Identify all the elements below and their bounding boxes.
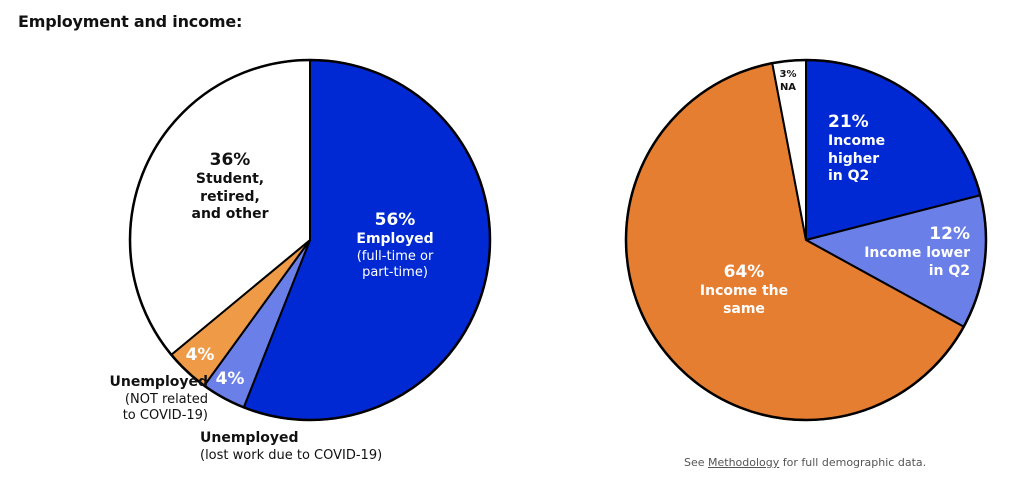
label-income-lower-name: Income lower in Q2 <box>864 245 970 279</box>
employment-pie-chart <box>128 58 492 422</box>
methodology-link[interactable]: Methodology <box>708 456 780 469</box>
income-outline <box>624 58 988 422</box>
label-student-retired-name: Student, retired, and other <box>191 171 269 223</box>
label-income-same-pct: 64% <box>723 262 765 282</box>
label-income-lower-pct: 12% <box>929 224 970 244</box>
label-employed-detail: (full-time or part-time) <box>356 248 434 280</box>
footnote-prefix: See <box>684 456 709 469</box>
label-income-na-pct: 3% <box>779 69 797 80</box>
label-unemployed-covid-pct: 4% <box>215 369 245 389</box>
callout-unemployed-covid-detail: (lost work due to COVID-19) <box>200 447 383 463</box>
footnote-suffix: for full demographic data. <box>779 456 927 469</box>
label-employed-pct: 56% <box>374 210 416 230</box>
income-pie-chart <box>624 58 988 422</box>
employment-outline <box>128 58 492 422</box>
footnote: See Methodology for full demographic dat… <box>684 456 926 469</box>
label-income-same: 64% Income the same <box>684 262 804 318</box>
label-student-retired-pct: 36% <box>209 150 251 170</box>
label-income-na-name: NA <box>779 82 797 93</box>
callout-unemployed-covid-name: Unemployed <box>200 430 299 446</box>
label-employed: 56% Employed (full-time or part-time) <box>330 210 460 281</box>
label-unemployed-not-covid-pct: 4% <box>185 345 215 365</box>
callout-unemployed-not-covid-detail: (NOT related to COVID-19) <box>122 391 208 423</box>
callout-unemployed-covid: Unemployed (lost work due to COVID-19) <box>200 430 420 464</box>
label-income-higher: 21% Income higher in Q2 <box>828 112 898 186</box>
label-income-na: 3% NA <box>772 68 804 94</box>
label-income-higher-pct: 21% <box>828 112 869 132</box>
label-student-retired: 36% Student, retired, and other <box>160 150 300 224</box>
label-income-lower: 12% Income lower in Q2 <box>848 224 970 280</box>
callout-unemployed-not-covid: Unemployed (NOT related to COVID-19) <box>48 374 209 424</box>
page-title: Employment and income: <box>18 12 243 31</box>
label-employed-name: Employed <box>356 231 434 248</box>
callout-unemployed-not-covid-name: Unemployed <box>109 374 209 390</box>
label-income-higher-name: Income higher in Q2 <box>828 133 886 185</box>
label-income-same-name: Income the same <box>699 283 789 317</box>
